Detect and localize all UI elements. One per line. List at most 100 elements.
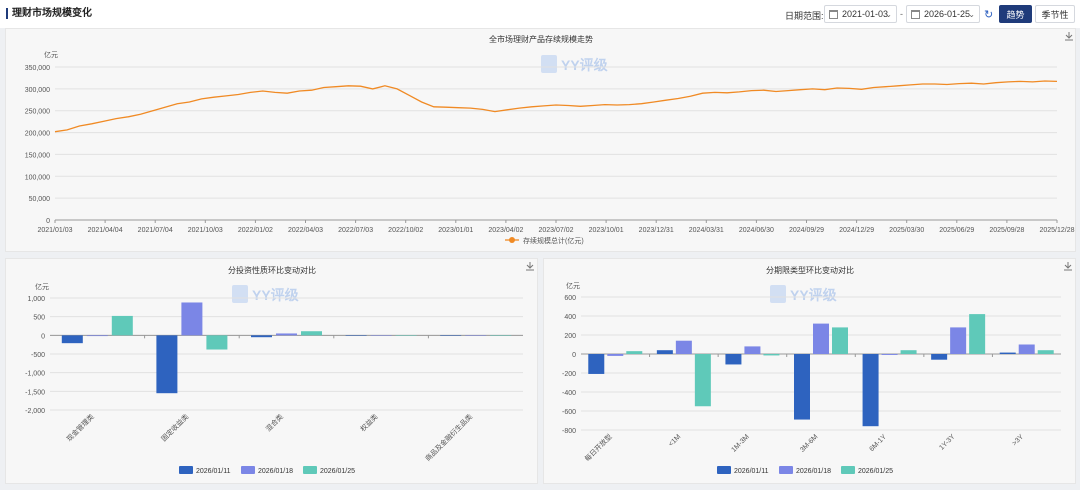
bar [86,335,108,337]
legend-swatch [303,466,317,474]
bar [345,335,367,336]
y-axis-unit: 亿元 [44,50,58,59]
chart-title: 分投资性质环比变动对比 [228,265,316,275]
x-tick-label: 混合类 [264,412,285,433]
x-tick-label: 2023/12/31 [639,227,674,234]
bar [763,354,780,356]
x-tick-label: 2024/12/29 [839,227,874,234]
y-tick-label: 0 [46,218,50,225]
bar [607,354,624,356]
x-tick-label: 2025/12/28 [1039,227,1074,234]
y-tick-label: 200,000 [25,131,50,138]
x-tick-label: 2025/09/28 [989,227,1024,234]
x-tick-label: 1Y-3Y [938,433,956,451]
x-tick-label: 2024/06/30 [739,227,774,234]
line-chart-panel: 全市场理财产品存续规模走势 YY评级 亿元 0 50,000 100,000 150,000… [5,28,1076,252]
x-tick-label: 6M-1Y [868,433,888,453]
legend-swatch [841,466,855,474]
bar [999,352,1016,354]
bar [301,331,322,336]
y-tick-label: -2,000 [25,408,45,415]
top-toolbar: 理财市场规模变化 日期范围: 2021-01-03 ⌄ - 2026-01-25… [0,0,1080,28]
download-icon-glyph [1064,262,1072,271]
y-tick-label: -400 [562,390,576,397]
end-date-value: 2026-01-25 [924,9,971,19]
x-tick-label: 2024/03/31 [689,227,724,234]
watermark-logo: YY评级 [770,285,838,303]
seasonal-button[interactable]: 季节性 [1035,5,1075,23]
end-date-picker[interactable]: 2026-01-25 ⌄ [906,5,980,23]
start-date-picker[interactable]: 2021-01-03 ⌄ [824,5,897,23]
bar-chart-nature: 分投资性质环比变动对比 YY评级 亿元 -2,000 -1,500 -1,000 -500 0… [25,262,534,475]
y-tick-label: 100,000 [25,174,50,181]
y-tick-label: 150,000 [25,152,50,159]
y-tick-label: 600 [564,295,576,302]
y-axis-unit: 亿元 [566,281,580,290]
bar [626,351,643,354]
chart-title: 全市场理财产品存续规模走势 [489,34,593,44]
calendar-icon [829,9,838,19]
y-tick-label: -500 [31,352,45,359]
y-tick-label: -1,000 [25,371,45,378]
bar [794,354,810,420]
bar-chart-term: 分期限类型环比变动对比 YY评级 亿元 -800 -600 -400 -200 0 200 400… [562,262,1072,475]
chevron-down-icon: ⌄ [968,10,975,19]
bar [251,335,272,338]
bar [832,327,848,354]
y-tick-label: 350,000 [25,65,50,72]
page-title: 理财市场规模变化 [6,8,92,19]
calendar-icon [911,9,920,19]
x-tick-label: 2022/07/03 [338,227,373,234]
refresh-icon[interactable]: ↻ [984,9,994,21]
watermark-text: YY评级 [561,57,609,73]
bar [744,346,761,354]
x-tick-label: >3Y [1011,433,1025,447]
bar-chart-panel-term: 分期限类型环比变动对比 YY评级 亿元 -800 -600 -400 -200 0 200 400… [543,258,1076,484]
x-tick-label: 2023/04/02 [488,227,523,234]
x-tick-label: 3M-6M [799,433,819,453]
watermark-text: YY评级 [790,287,838,303]
date-separator: - [900,9,903,19]
watermark-icon [541,55,557,73]
y-tick-label: 1,000 [27,296,45,303]
bar [862,354,879,427]
x-tick-label: 1M-3M [730,433,750,453]
legend-label: 2026/01/18 [796,468,831,475]
legend-swatch [717,466,731,474]
x-tick-label: 2022/01/02 [238,227,273,234]
download-icon[interactable] [1065,32,1073,41]
bar [656,350,673,354]
bar [931,354,948,360]
bar [276,333,297,336]
trend-button[interactable]: 趋势 [999,5,1032,23]
y-tick-label: 0 [572,352,576,359]
legend-swatch [179,466,193,474]
bar [881,354,898,355]
x-tick-label: 固定收益类 [159,412,190,443]
download-icon[interactable] [1064,262,1072,271]
bar [588,354,605,374]
y-tick-label: 50,000 [29,196,51,203]
date-range-label: 日期范围: [785,11,824,21]
y-tick-label: -800 [562,428,576,435]
x-tick-label: 每日开放型 [583,432,614,463]
watermark-icon [232,285,248,303]
bar [950,327,967,354]
bar [969,314,986,354]
x-tick-label: 2023/01/01 [438,227,473,234]
legend-marker [509,237,515,243]
bar [395,335,417,336]
download-icon[interactable] [526,262,534,271]
legend-label: 2026/01/11 [196,468,231,475]
legend-label: 2026/01/25 [320,468,355,475]
watermark-text: YY评级 [252,287,300,303]
bar [900,350,917,354]
x-tick-label: 2021/10/03 [188,227,223,234]
legend-label: 2026/01/18 [258,468,293,475]
legend-label: 2026/01/11 [734,468,769,475]
bar [181,302,203,336]
bar [156,335,178,394]
x-tick-label: 商品及金融衍生品类 [423,412,474,463]
bar [725,354,742,365]
legend-label: 存续规模总计(亿元) [523,236,584,245]
